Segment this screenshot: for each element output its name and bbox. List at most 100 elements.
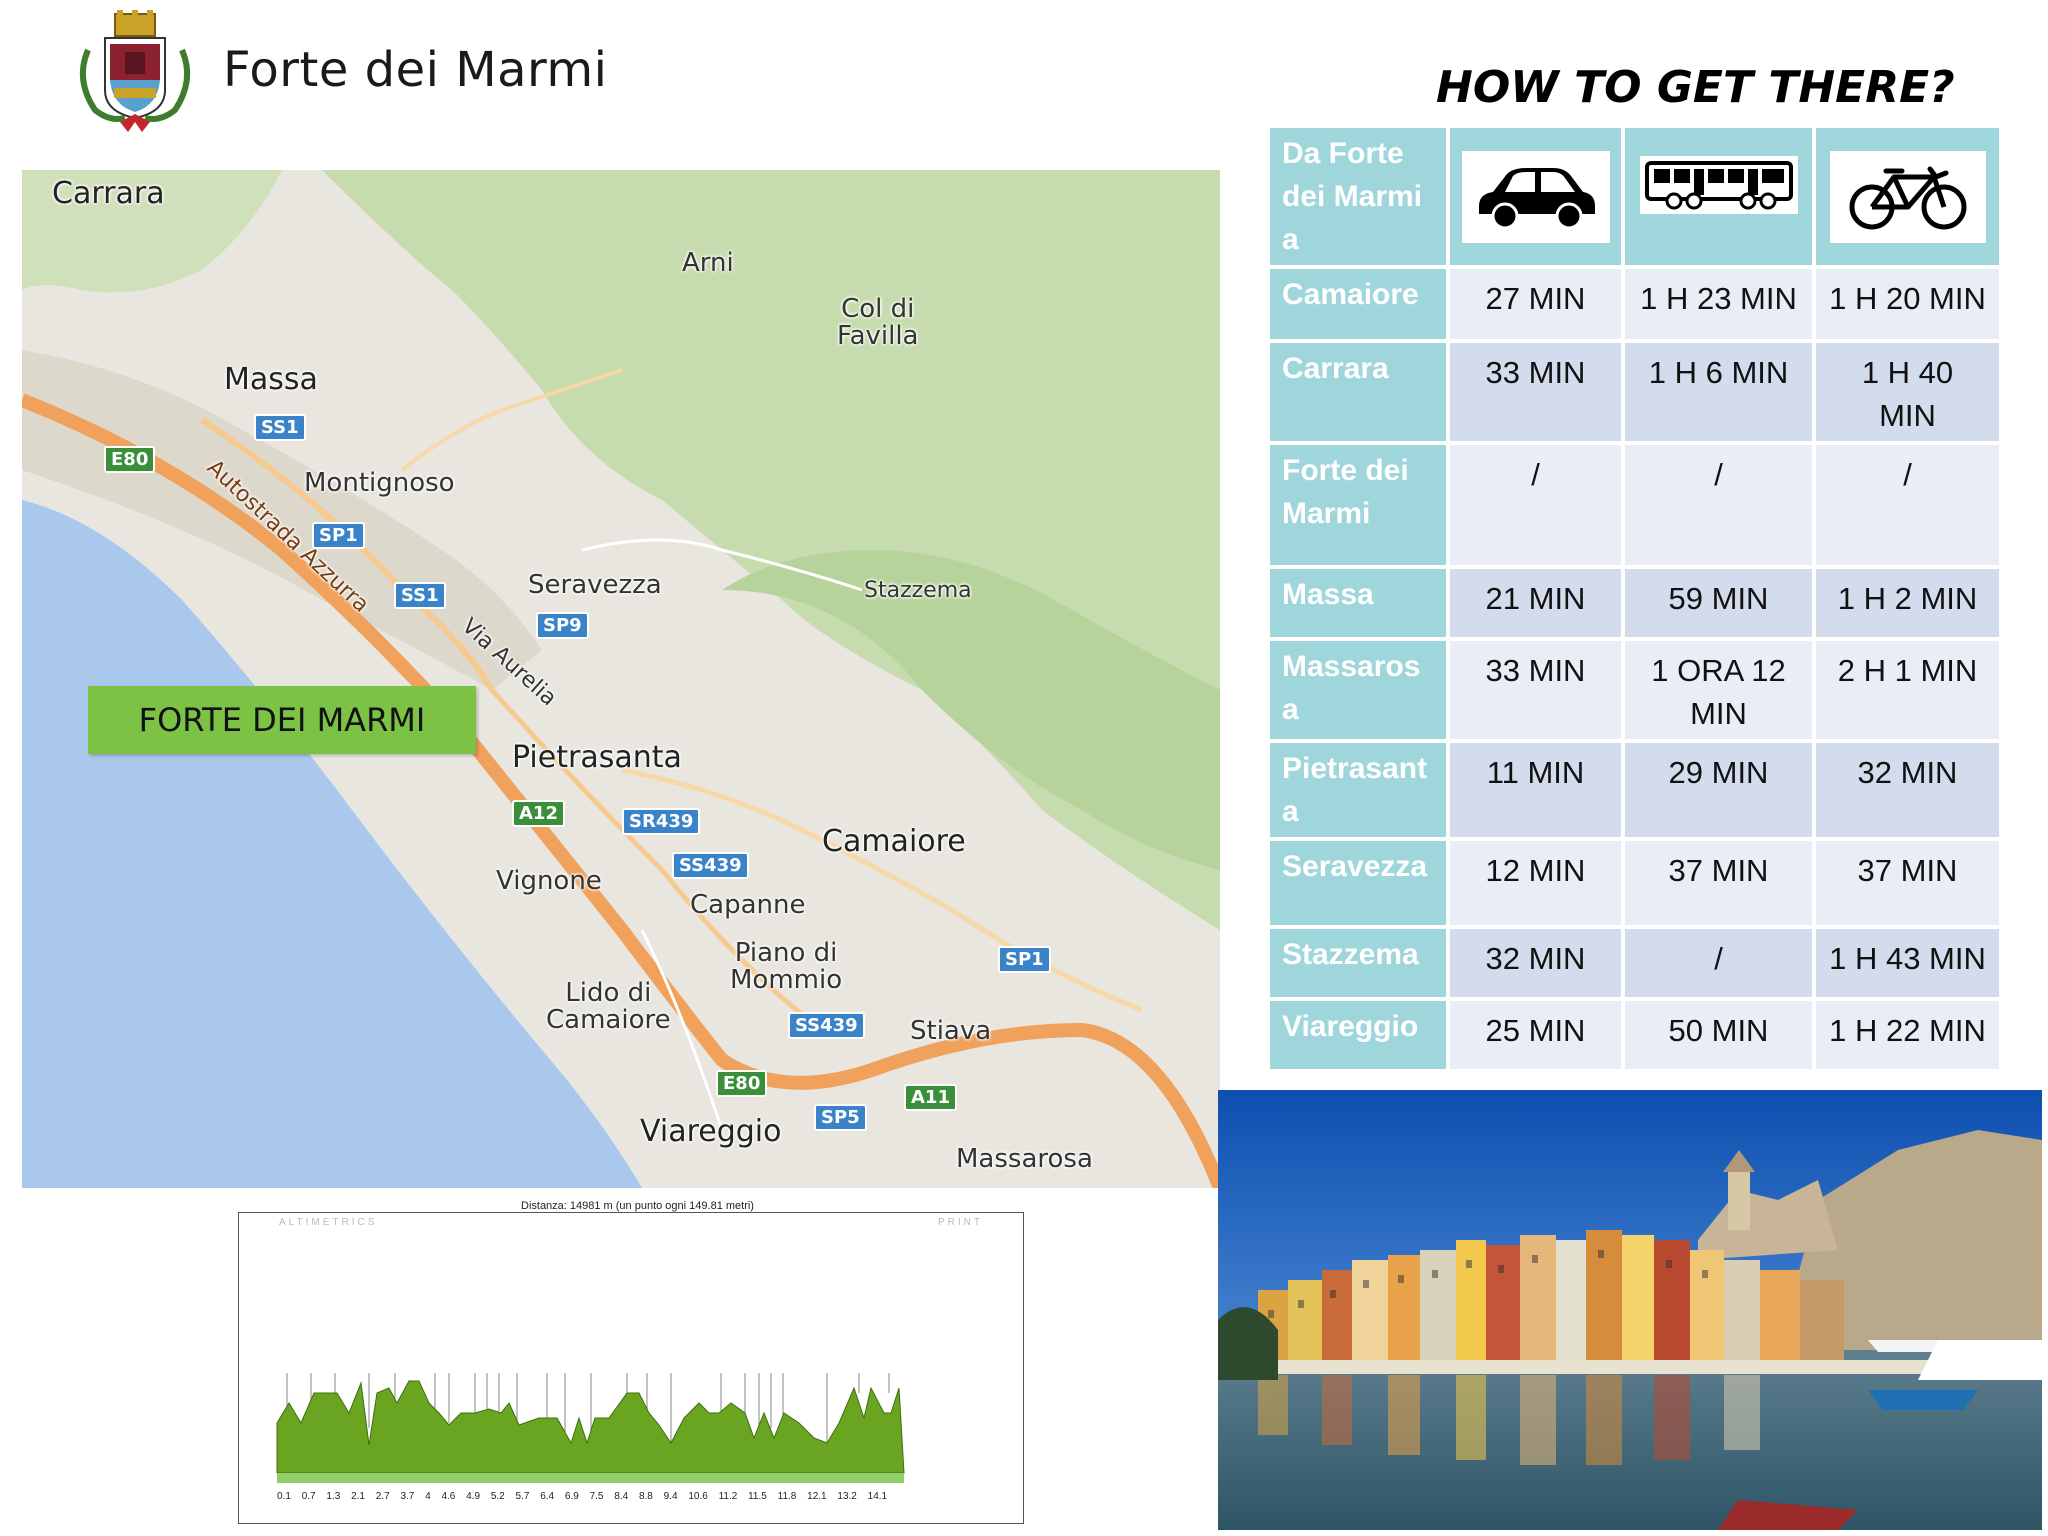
car-icon <box>1461 150 1610 243</box>
harbour-town-photo <box>1218 1090 2042 1530</box>
row-destination: Forte dei Marmi <box>1268 443 1448 567</box>
row-destination: Carrara <box>1268 341 1448 443</box>
car-time-cell: 11 MIN <box>1448 741 1623 839</box>
km-tick: 0.7 <box>301 1491 316 1502</box>
km-tick: 0.1 <box>277 1491 291 1502</box>
km-tick: 11.2 <box>718 1491 738 1502</box>
km-tick: 4 <box>425 1491 431 1502</box>
place-massa: Massa <box>224 362 318 397</box>
table-row: Viareggio 25 MIN 50 MIN 1 H 22 MIN <box>1268 999 2001 1071</box>
km-tick: 8.4 <box>614 1491 629 1502</box>
bike-time-cell: / <box>1814 443 2001 567</box>
table-header-row: Da Forte dei Marmi a <box>1268 126 2001 267</box>
table-row: Carrara 33 MIN 1 H 6 MIN 1 H 40 MIN <box>1268 341 2001 443</box>
bike-time-cell: 1 H 40 MIN <box>1814 341 2001 443</box>
elevation-frame: ALTIMETRICS PRINT 0.1 0.7 1.3 2.1 2.7 <box>238 1212 1024 1524</box>
row-destination: Viareggio <box>1268 999 1448 1071</box>
place-viareggio: Viareggio <box>640 1114 782 1149</box>
place-piano-di-mommio: Piano di Mommio <box>730 938 843 995</box>
bus-time-cell: 1 ORA 12 MIN <box>1623 639 1814 741</box>
km-tick: 3.7 <box>400 1491 415 1502</box>
bus-icon <box>1639 155 1798 214</box>
place-seravezza: Seravezza <box>528 570 662 600</box>
km-tick: 8.8 <box>638 1491 653 1502</box>
km-tick: 6.4 <box>540 1491 555 1502</box>
table-header-bike <box>1814 126 2001 267</box>
car-time-cell: 27 MIN <box>1448 267 1623 341</box>
place-carrara: Carrara <box>52 176 165 211</box>
section-heading: HOW TO GET THERE? <box>1436 62 1955 113</box>
km-tick: 14.1 <box>867 1491 888 1502</box>
km-tick: 4.9 <box>466 1491 481 1502</box>
road-badge: SS1 <box>394 582 446 609</box>
table-row: Forte dei Marmi / / / <box>1268 443 2001 567</box>
page-title: Forte dei Marmi <box>223 42 608 98</box>
place-massarosa: Massarosa <box>956 1144 1093 1174</box>
road-badge: SP9 <box>536 612 589 639</box>
km-tick: 1.3 <box>326 1491 341 1502</box>
km-tick: 11.5 <box>748 1491 767 1502</box>
place-montignoso: Montignoso <box>304 468 455 498</box>
place-arni: Arni <box>682 248 734 278</box>
table-header-bus <box>1623 126 1814 267</box>
map-location-label: FORTE DEI MARMI <box>88 686 476 754</box>
bus-time-cell: 29 MIN <box>1623 741 1814 839</box>
km-tick: 10.6 <box>688 1491 708 1502</box>
bus-time-cell: 50 MIN <box>1623 999 1814 1071</box>
road-badge: SS439 <box>788 1012 865 1039</box>
road-badge: SS1 <box>254 414 306 441</box>
road-badge: E80 <box>716 1070 768 1097</box>
bike-time-cell: 37 MIN <box>1814 839 2001 927</box>
table-row: Massa 21 MIN 59 MIN 1 H 2 MIN <box>1268 567 2001 639</box>
car-time-cell: 12 MIN <box>1448 839 1623 927</box>
km-tick: 12.1 <box>807 1491 827 1502</box>
table-row: Pietrasanta 11 MIN 29 MIN 32 MIN <box>1268 741 2001 839</box>
car-time-cell: 25 MIN <box>1448 999 1623 1071</box>
row-destination: Camaiore <box>1268 267 1448 341</box>
elevation-title: Distanza: 14981 m (un punto ogni 149.81 … <box>521 1200 754 1212</box>
elevation-chart <box>276 1373 905 1483</box>
bike-time-cell: 1 H 43 MIN <box>1814 927 2001 999</box>
row-destination: Stazzema <box>1268 927 1448 999</box>
bus-time-cell: 1 H 23 MIN <box>1623 267 1814 341</box>
bike-time-cell: 1 H 22 MIN <box>1814 999 2001 1071</box>
place-capanne: Capanne <box>690 890 806 920</box>
km-tick: 5.2 <box>490 1491 505 1502</box>
car-time-cell: 33 MIN <box>1448 639 1623 741</box>
place-col-di-favilla: Col di Favilla <box>837 294 919 351</box>
car-time-cell: 33 MIN <box>1448 341 1623 443</box>
table-row: Massarosa 33 MIN 1 ORA 12 MIN 2 H 1 MIN <box>1268 639 2001 741</box>
bus-time-cell: 37 MIN <box>1623 839 1814 927</box>
table-row: Seravezza 12 MIN 37 MIN 37 MIN <box>1268 839 2001 927</box>
travel-time-table: Da Forte dei Marmi a <box>1268 126 2001 1071</box>
row-destination: Seravezza <box>1268 839 1448 927</box>
km-tick: 7.5 <box>589 1491 604 1502</box>
road-badge: A11 <box>904 1084 957 1111</box>
km-tick: 4.6 <box>441 1491 456 1502</box>
watermark-left: ALTIMETRICS <box>279 1217 378 1228</box>
watermark-right: PRINT <box>938 1217 983 1228</box>
km-tick: 9.4 <box>663 1491 678 1502</box>
road-badge: SS439 <box>672 852 749 879</box>
table-header-label: Da Forte dei Marmi a <box>1268 126 1448 267</box>
elevation-profile: Distanza: 14981 m (un punto ogni 149.81 … <box>190 1200 1085 1530</box>
bus-time-cell: / <box>1623 443 1814 567</box>
bike-time-cell: 1 H 2 MIN <box>1814 567 2001 639</box>
km-tick: 5.7 <box>515 1491 530 1502</box>
km-tick: 11.8 <box>777 1491 797 1502</box>
table-row: Stazzema 32 MIN / 1 H 43 MIN <box>1268 927 2001 999</box>
row-destination: Pietrasanta <box>1268 741 1448 839</box>
road-badge: SP5 <box>814 1104 867 1131</box>
row-destination: Massarosa <box>1268 639 1448 741</box>
table-row: Camaiore 27 MIN 1 H 23 MIN 1 H 20 MIN <box>1268 267 2001 341</box>
bus-time-cell: / <box>1623 927 1814 999</box>
km-tick: 2.7 <box>375 1491 390 1502</box>
km-tick: 6.9 <box>564 1491 579 1502</box>
road-badge: A12 <box>512 800 565 827</box>
road-badge: SP1 <box>312 522 365 549</box>
bike-time-cell: 1 H 20 MIN <box>1814 267 2001 341</box>
place-stazzema: Stazzema <box>864 578 972 603</box>
coat-of-arms-logo <box>70 10 200 135</box>
road-badge: SP1 <box>998 946 1051 973</box>
road-badge: SR439 <box>622 808 701 835</box>
